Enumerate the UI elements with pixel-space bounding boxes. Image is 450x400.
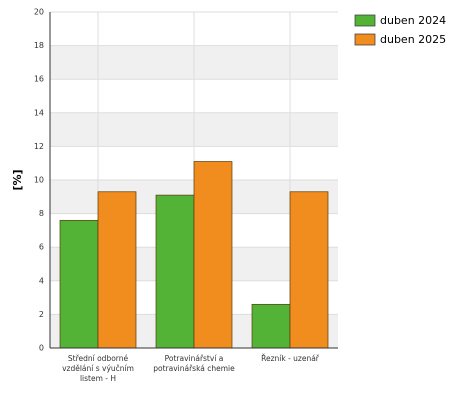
bar	[289, 191, 329, 349]
legend-label: duben 2025	[380, 33, 446, 46]
y-tick-label: 8	[39, 209, 44, 218]
bar	[251, 303, 291, 349]
bar	[155, 194, 195, 349]
bar	[59, 219, 99, 349]
bar	[97, 191, 137, 349]
x-tick-label: Potravinářství a potravinářská chemie	[153, 354, 235, 373]
y-tick-label: 14	[34, 108, 44, 117]
y-axis-label: [%]	[11, 169, 24, 190]
legend-swatch	[354, 33, 376, 46]
y-tick-label: 0	[39, 344, 44, 353]
y-tick-label: 16	[34, 75, 44, 84]
y-tick-label: 2	[39, 310, 44, 319]
y-tick-label: 12	[34, 142, 44, 151]
y-tick-label: 18	[34, 41, 44, 50]
y-tick-label: 4	[39, 276, 44, 285]
x-tick-label: Střední odborné vzdělání s výučním liste…	[62, 354, 134, 383]
x-tick-label: Řezník - uzenář	[261, 354, 319, 363]
y-tick-label: 6	[39, 243, 44, 252]
y-tick-label: 10	[34, 176, 44, 185]
y-tick-label: 20	[34, 8, 44, 17]
bar	[193, 161, 233, 349]
legend-label: duben 2024	[380, 14, 446, 27]
legend-swatch	[354, 14, 376, 27]
